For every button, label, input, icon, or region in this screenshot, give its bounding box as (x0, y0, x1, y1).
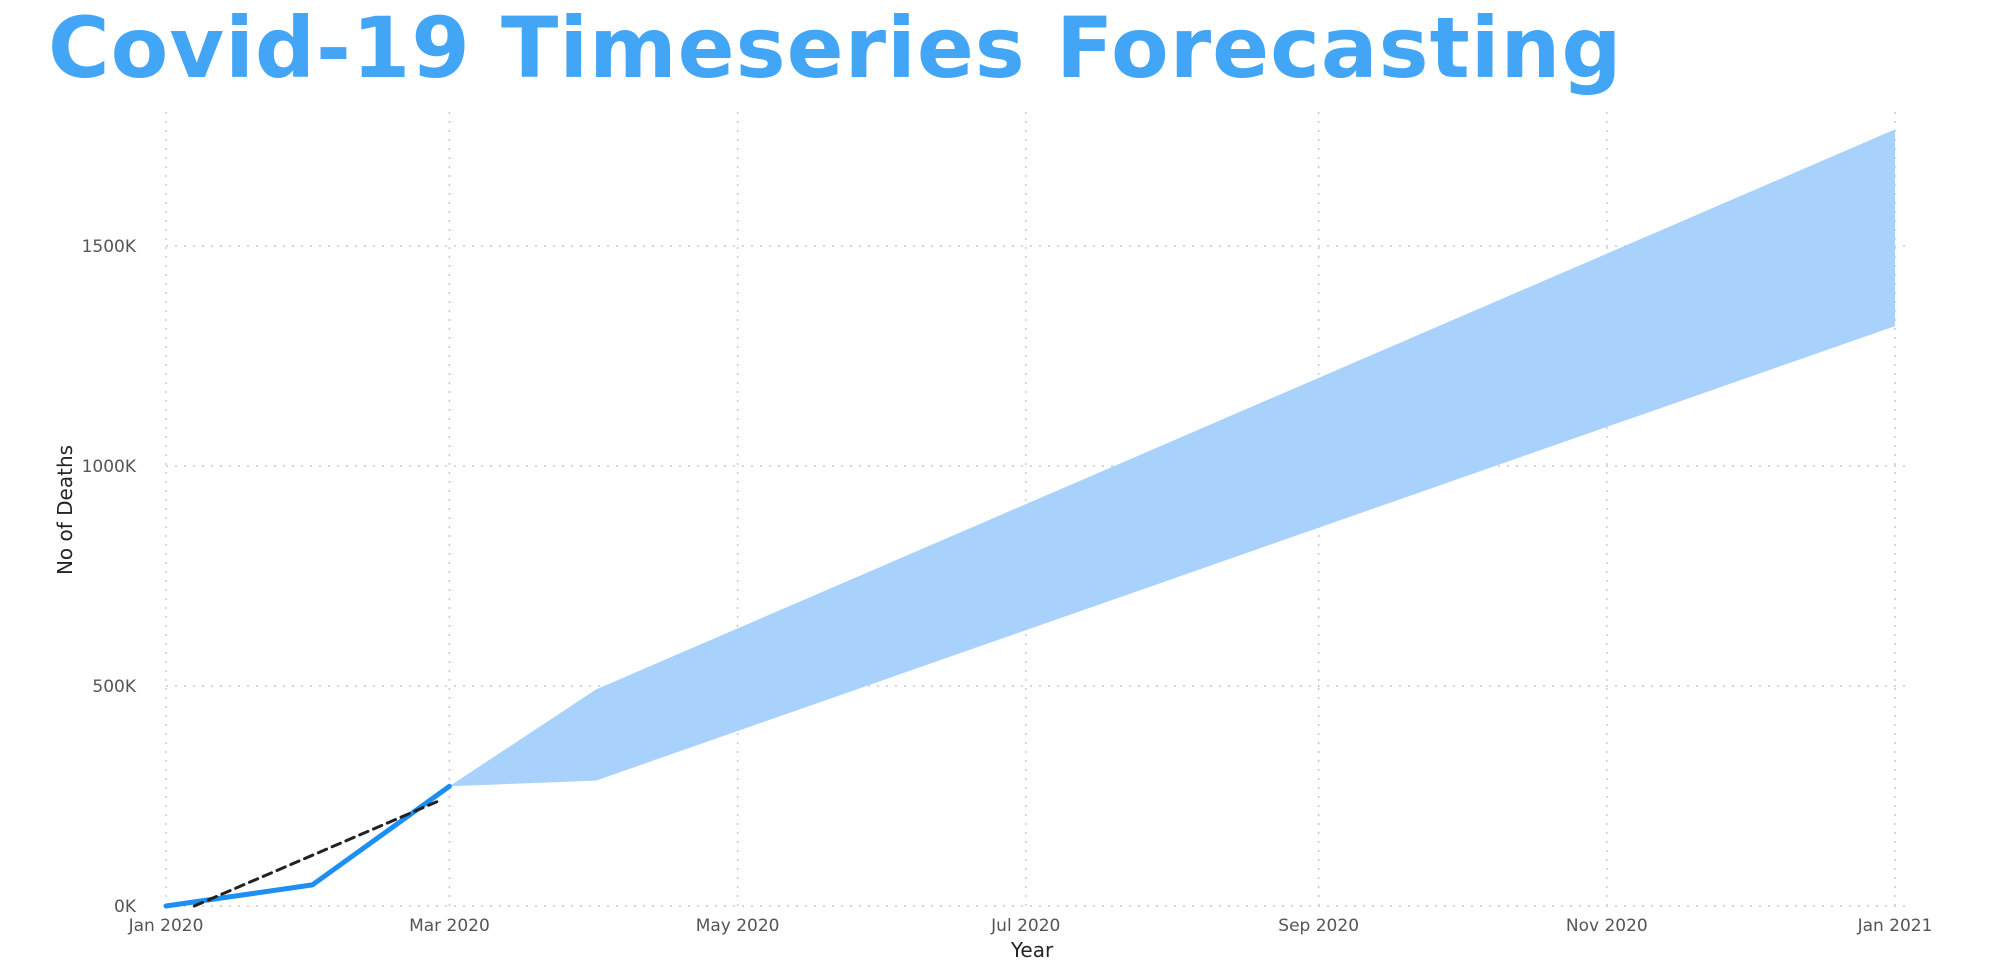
y-axis-title: No of Deaths (53, 445, 77, 575)
y-tick-label: 1500K (82, 237, 137, 257)
x-tick-label: Sep 2020 (1278, 916, 1359, 936)
x-tick-label: May 2020 (696, 916, 780, 936)
page-title: Covid-19 Timeseries Forecasting (48, 0, 1623, 97)
x-tick-label: Jan 2021 (1857, 916, 1933, 936)
forecast-band (449, 129, 1895, 787)
x-tick-label: Jul 2020 (990, 916, 1060, 936)
y-tick-label: 0K (114, 897, 137, 917)
x-axis-ticks: Jan 2020 Mar 2020 May 2020 Jul 2020 Sep 2020… (128, 916, 1933, 936)
y-axis-ticks: 0K 500K 1000K 1500K (82, 237, 137, 917)
y-tick-label: 1000K (82, 457, 137, 477)
trend-line (192, 798, 442, 908)
x-tick-label: Mar 2020 (409, 916, 490, 936)
series-lines (163, 783, 452, 909)
x-tick-label: Nov 2020 (1566, 916, 1648, 936)
x-tick-label: Jan 2020 (128, 916, 204, 936)
x-axis-title: Year (1010, 938, 1054, 961)
y-tick-label: 500K (92, 677, 136, 697)
actual-deaths-line (163, 783, 452, 909)
forecast-band-layer (449, 129, 1895, 787)
